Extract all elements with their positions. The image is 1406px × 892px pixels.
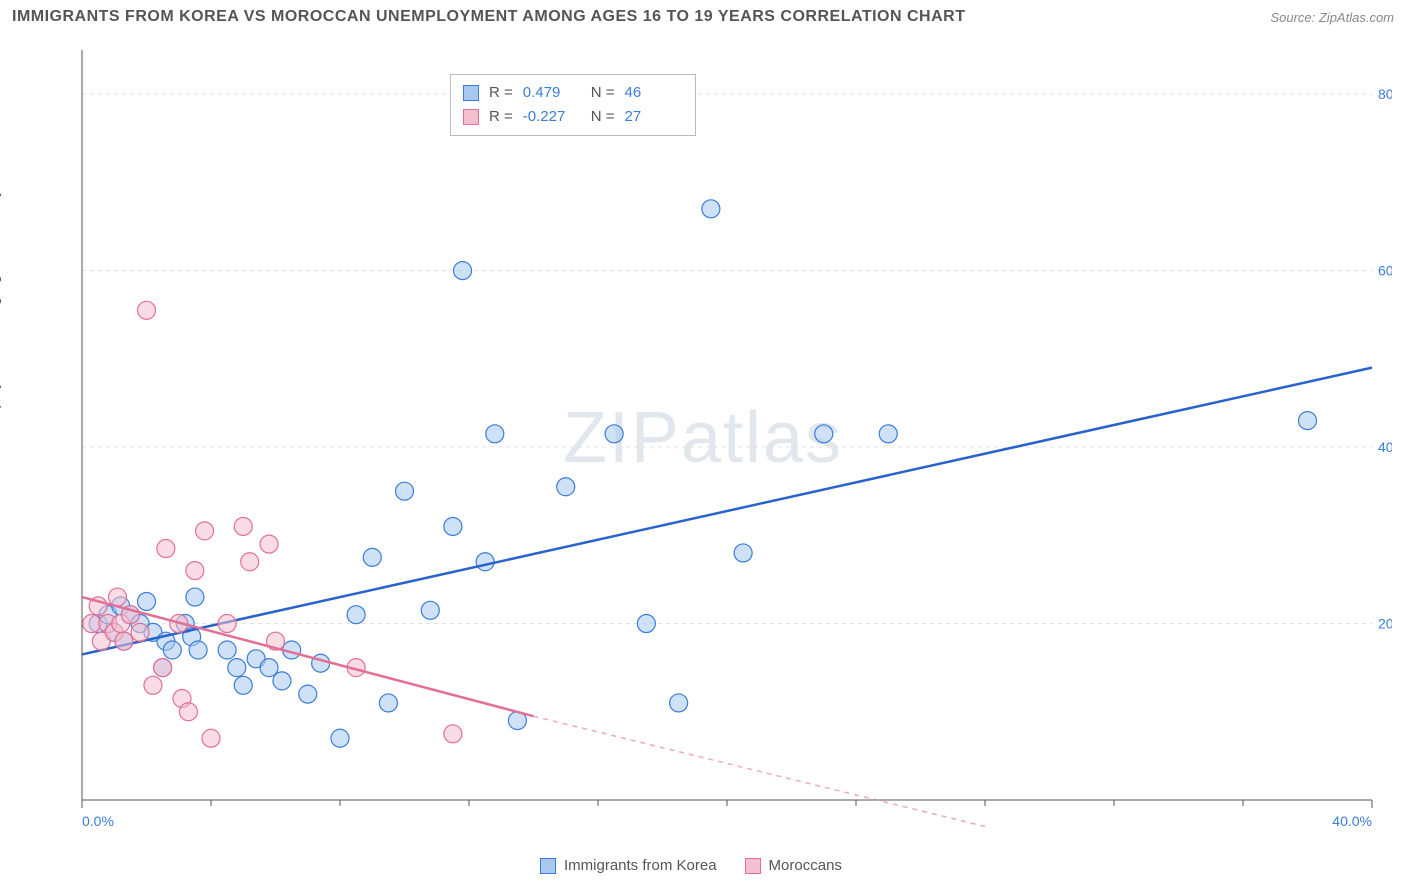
legend-label-moroccans: Moroccans xyxy=(769,857,842,874)
scatter-plot: 20.0% 40.0% 60.0% 80.0% 0.0% 40.0% xyxy=(52,40,1392,840)
legend-item-moroccans: Moroccans xyxy=(745,857,842,874)
n-label: N = xyxy=(591,81,615,105)
stats-swatch-moroccans xyxy=(463,109,479,125)
svg-text:80.0%: 80.0% xyxy=(1378,86,1392,102)
svg-text:20.0%: 20.0% xyxy=(1378,616,1392,632)
n-value-korea: 46 xyxy=(625,81,683,105)
stats-row-moroccans: R = -0.227 N = 27 xyxy=(463,105,683,129)
chart-title: IMMIGRANTS FROM KOREA VS MOROCCAN UNEMPL… xyxy=(12,8,966,26)
y-axis-label: Unemployment Among Ages 16 to 19 years xyxy=(0,160,2,449)
stats-swatch-korea xyxy=(463,85,479,101)
r-value-moroccans: -0.227 xyxy=(523,105,581,129)
source-attribution: Source: ZipAtlas.com xyxy=(1270,10,1394,25)
legend-item-korea: Immigrants from Korea xyxy=(540,857,717,874)
r-value-korea: 0.479 xyxy=(523,81,581,105)
stats-row-korea: R = 0.479 N = 46 xyxy=(463,81,683,105)
svg-text:40.0%: 40.0% xyxy=(1378,439,1392,455)
n-value-moroccans: 27 xyxy=(625,105,683,129)
series-legend: Immigrants from Korea Moroccans xyxy=(540,857,842,874)
chart-container: Unemployment Among Ages 16 to 19 years Z… xyxy=(0,30,1406,880)
legend-swatch-moroccans xyxy=(745,858,761,874)
r-label: R = xyxy=(489,105,513,129)
legend-label-korea: Immigrants from Korea xyxy=(564,857,717,874)
correlation-stats-box: R = 0.479 N = 46 R = -0.227 N = 27 xyxy=(450,74,696,136)
svg-text:60.0%: 60.0% xyxy=(1378,263,1392,279)
legend-swatch-korea xyxy=(540,858,556,874)
svg-text:0.0%: 0.0% xyxy=(82,813,114,829)
r-label: R = xyxy=(489,81,513,105)
n-label: N = xyxy=(591,105,615,129)
svg-text:40.0%: 40.0% xyxy=(1332,813,1372,829)
